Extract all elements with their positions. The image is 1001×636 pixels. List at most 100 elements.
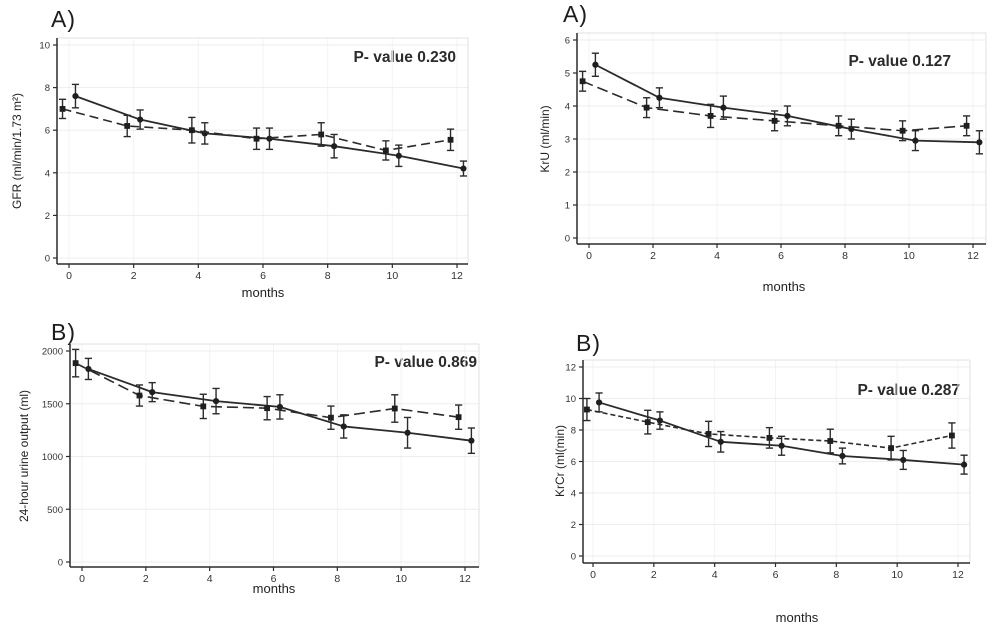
x-tick-label: 12 xyxy=(451,270,463,282)
data-point xyxy=(331,143,338,150)
data-point xyxy=(72,360,79,367)
x-tick-label: 10 xyxy=(386,270,398,282)
x-tick-label: 0 xyxy=(586,250,592,262)
x-axis-title: months xyxy=(252,581,296,596)
x-tick-label: 12 xyxy=(459,573,471,585)
y-tick-label: 2000 xyxy=(42,347,63,358)
y-tick-label: 10 xyxy=(565,394,576,405)
x-tick-label: 4 xyxy=(207,573,213,585)
data-point xyxy=(900,456,907,464)
x-tick-label: 6 xyxy=(778,250,784,262)
data-point xyxy=(391,405,398,412)
data-point xyxy=(328,414,334,421)
data-point xyxy=(705,431,712,437)
data-point xyxy=(717,438,724,445)
y-tick-label: 3 xyxy=(565,135,570,146)
data-point xyxy=(960,461,968,468)
data-point xyxy=(447,136,454,143)
x-tick-label: 0 xyxy=(79,573,85,585)
p-value-annotation: P- value 0.127 xyxy=(848,53,951,70)
krcr-chart: 0 2 4 6 8 10 12 0 2 4 6 8 10 12 xyxy=(565,359,971,581)
data-point xyxy=(835,122,842,129)
panel-label: A) xyxy=(563,1,588,27)
data-point xyxy=(404,429,411,436)
data-point xyxy=(460,165,467,172)
x-tick-label: 2 xyxy=(131,270,137,282)
data-point xyxy=(212,398,220,405)
y-tick-label: 2 xyxy=(571,520,576,531)
x-tick-label: 2 xyxy=(650,250,656,262)
gfr-chart: 0 2 4 6 8 10 0 2 4 6 8 10 12 xyxy=(39,37,469,282)
y-tick-label: 2 xyxy=(45,211,50,222)
data-point xyxy=(963,122,970,129)
data-point xyxy=(579,78,586,85)
y-tick-label: 2 xyxy=(565,168,570,179)
x-tick-label: 2 xyxy=(651,569,657,581)
data-point xyxy=(136,392,143,399)
panel-label: B) xyxy=(51,319,76,345)
panel-label: A) xyxy=(51,6,76,32)
y-tick-label: 1000 xyxy=(42,452,63,463)
y-tick-label: 0 xyxy=(571,552,576,563)
data-point xyxy=(149,389,156,396)
panel-krcr: B) P- value 0.287 KrCr (ml(min) months 0… xyxy=(500,318,1001,636)
data-point xyxy=(395,152,402,159)
x-tick-label: 8 xyxy=(833,569,839,581)
y-tick-label: 0 xyxy=(58,558,63,569)
x-tick-label: 6 xyxy=(260,270,266,282)
data-point xyxy=(595,399,603,406)
y-tick-label: 1 xyxy=(565,201,570,212)
data-point xyxy=(188,127,195,134)
data-point xyxy=(656,417,664,424)
data-point xyxy=(59,106,66,112)
x-tick-label: 6 xyxy=(271,573,277,585)
data-point xyxy=(839,452,846,460)
x-tick-label: 4 xyxy=(712,569,718,581)
data-point xyxy=(584,406,590,413)
data-point xyxy=(899,127,906,134)
data-point xyxy=(266,135,273,142)
data-point xyxy=(949,432,955,439)
x-tick-label: 8 xyxy=(334,573,340,585)
data-point xyxy=(976,139,983,146)
data-point xyxy=(644,419,651,426)
urine-output-chart: 0 500 1000 1500 2000 0 2 4 6 8 10 12 xyxy=(42,343,480,585)
x-tick-label: 10 xyxy=(395,573,407,585)
y-tick-label: 1500 xyxy=(42,399,63,410)
data-point xyxy=(253,135,260,142)
data-point xyxy=(888,445,894,452)
data-point xyxy=(766,434,773,441)
y-tick-label: 0 xyxy=(45,254,50,265)
x-tick-label: 8 xyxy=(325,270,331,282)
x-tick-label: 0 xyxy=(590,569,596,581)
data-point xyxy=(276,403,283,411)
x-tick-label: 8 xyxy=(842,250,848,262)
data-point xyxy=(643,104,650,111)
x-tick-label: 6 xyxy=(773,569,779,581)
x-tick-label: 12 xyxy=(967,250,979,262)
data-point xyxy=(468,437,475,444)
data-point xyxy=(72,93,79,100)
data-point xyxy=(656,94,663,101)
y-tick-label: 8 xyxy=(45,83,50,94)
x-axis-title: months xyxy=(762,279,806,294)
data-point xyxy=(318,131,325,138)
data-point xyxy=(592,61,599,68)
x-tick-label: 4 xyxy=(195,270,201,282)
x-tick-label: 4 xyxy=(714,250,720,262)
y-tick-label: 10 xyxy=(39,41,50,52)
data-point xyxy=(784,112,791,119)
y-tick-label: 0 xyxy=(565,234,570,245)
x-tick-label: 10 xyxy=(903,250,915,262)
y-tick-label: 4 xyxy=(45,168,50,179)
data-point xyxy=(455,414,462,421)
data-point xyxy=(912,137,919,144)
p-value-annotation: P- value 0.230 xyxy=(353,49,456,66)
data-point xyxy=(200,403,207,410)
p-value-annotation: P- value 0.869 xyxy=(374,354,477,371)
y-tick-label: 8 xyxy=(571,426,576,437)
data-point xyxy=(137,116,144,123)
panel-label: B) xyxy=(576,330,601,356)
